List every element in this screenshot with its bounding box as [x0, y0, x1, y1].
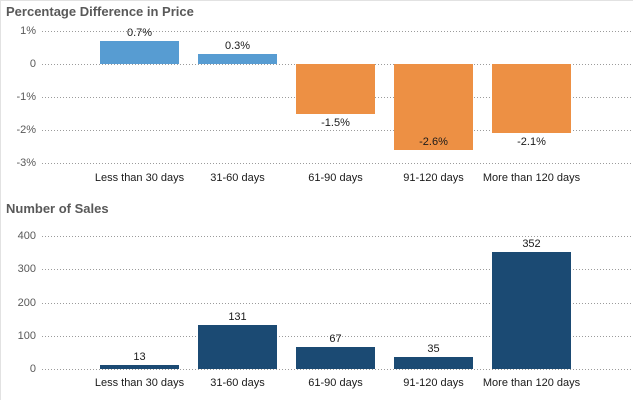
- x-axis-category-label: 91-120 days: [403, 377, 464, 389]
- y-axis-tick-label: 1%: [20, 25, 36, 37]
- bar-value-label: 35: [427, 343, 440, 355]
- bar: [492, 252, 571, 369]
- y-axis-tick-label: 200: [17, 297, 36, 309]
- bar: [394, 357, 473, 369]
- bar-value-label: 352: [522, 238, 541, 250]
- y-axis-tick-label: 0: [29, 363, 36, 375]
- bar-value-label: 0.7%: [126, 27, 153, 39]
- gridline: [42, 163, 633, 164]
- x-axis-category-label: 61-90 days: [308, 377, 363, 389]
- x-axis-category-label: Less than 30 days: [94, 377, 185, 389]
- bar: [198, 325, 277, 369]
- y-axis-tick-label: -2%: [16, 124, 36, 136]
- bar-value-label: 13: [133, 351, 146, 363]
- gridline: [42, 236, 633, 237]
- y-axis-tick-label: -3%: [16, 157, 36, 169]
- bar-value-label: -1.5%: [321, 117, 350, 129]
- bar: [100, 41, 179, 64]
- gridline: [42, 269, 633, 270]
- bar-value-label: 0.3%: [224, 40, 251, 52]
- bar: [394, 64, 473, 150]
- bar: [296, 64, 375, 114]
- x-axis-category-label: 31-60 days: [210, 377, 265, 389]
- gridline: [42, 303, 633, 304]
- x-axis-category-label: Less than 30 days: [94, 172, 185, 184]
- gridline: [42, 31, 633, 32]
- bar-value-label: 131: [228, 311, 247, 323]
- y-axis-tick-label: -1%: [16, 91, 36, 103]
- bar: [296, 347, 375, 369]
- y-axis-tick-label: 0: [29, 58, 36, 70]
- bar-value-label: 67: [329, 333, 342, 345]
- sales-count-chart-title: Number of Sales: [6, 201, 109, 216]
- gridline: [42, 130, 633, 131]
- x-axis-category-label: 91-120 days: [403, 172, 464, 184]
- bar: [198, 54, 277, 64]
- bar: [492, 64, 571, 133]
- bar-value-label: -2.1%: [517, 136, 546, 148]
- bar-value-label: -2.6%: [419, 136, 448, 148]
- y-axis-tick-label: 400: [17, 230, 36, 242]
- x-axis-category-label: More than 120 days: [482, 172, 581, 184]
- gridline: [42, 369, 633, 370]
- x-axis-category-label: 61-90 days: [308, 172, 363, 184]
- x-axis-category-label: 31-60 days: [210, 172, 265, 184]
- y-axis-tick-label: 300: [17, 263, 36, 275]
- x-axis-category-label: More than 120 days: [482, 377, 581, 389]
- price-difference-chart-title: Percentage Difference in Price: [6, 4, 194, 19]
- y-axis-tick-label: 100: [17, 330, 36, 342]
- gridline: [42, 336, 633, 337]
- bar: [100, 365, 179, 369]
